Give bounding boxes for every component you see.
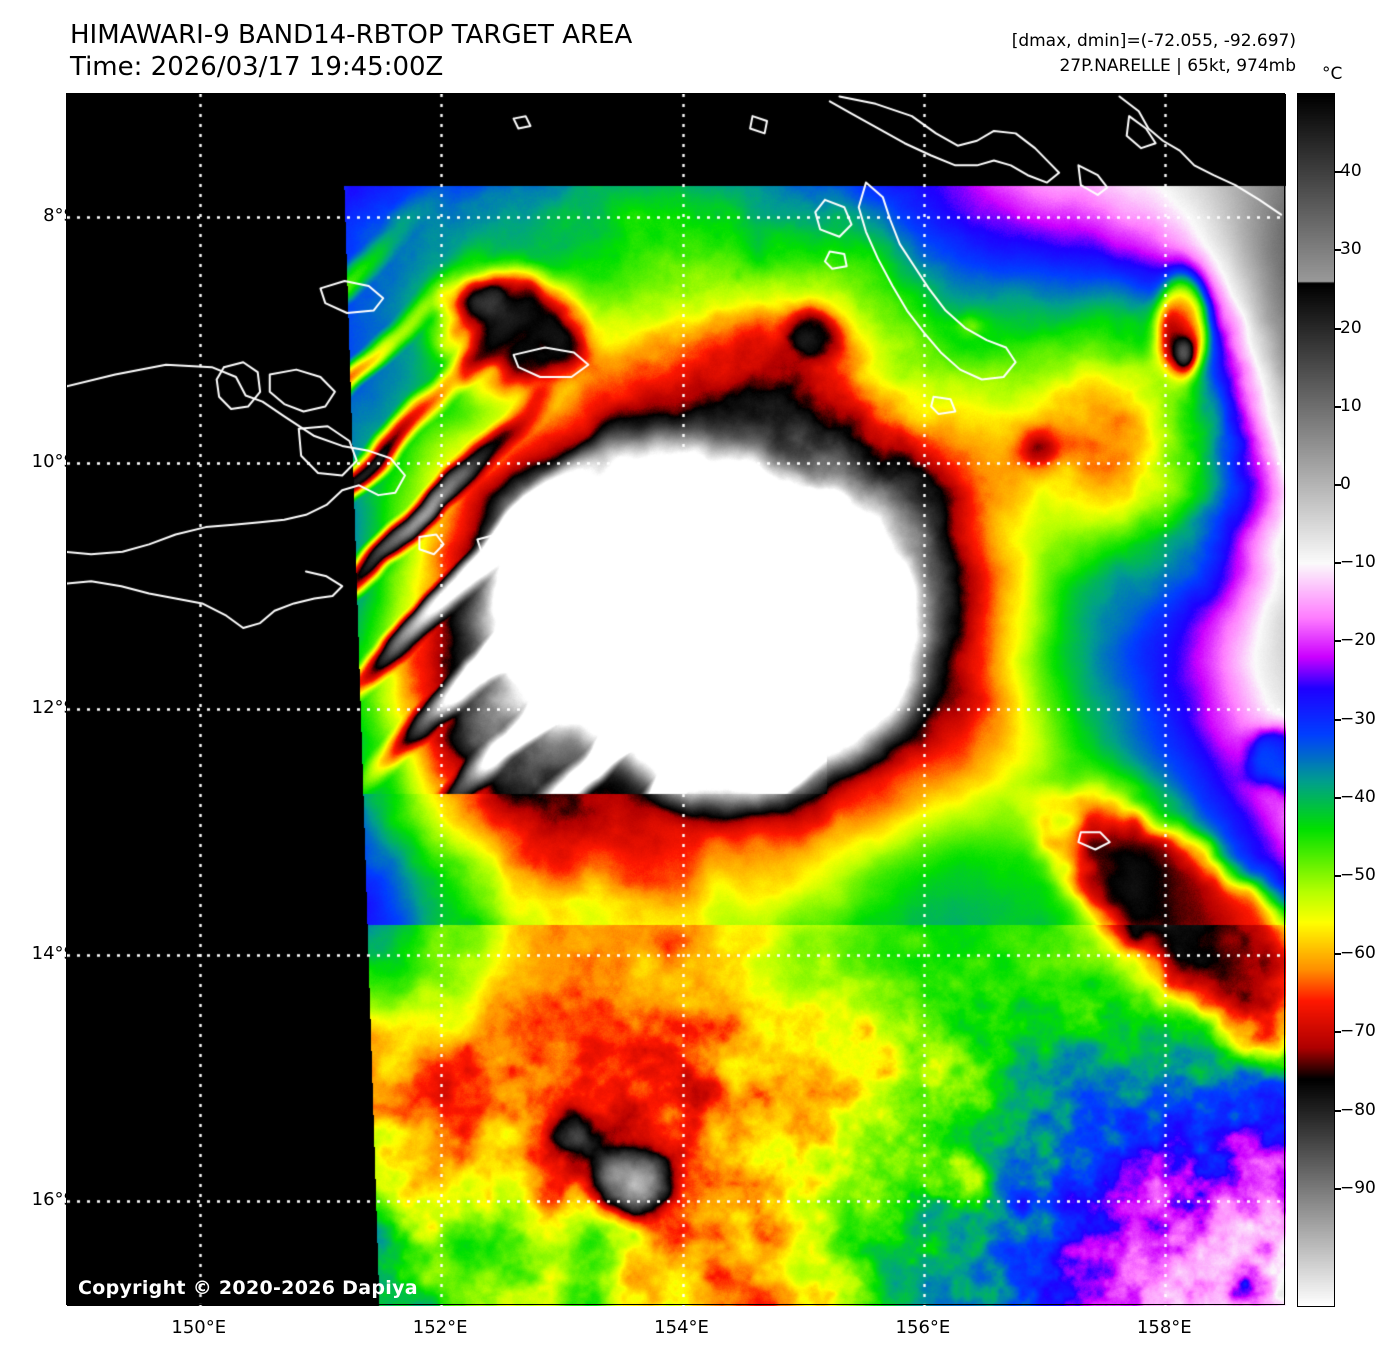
lat-tick-14°S: 14°S [31,943,75,965]
map-plot-area [66,93,1286,1306]
colorbar-tick--80: −80 [1340,1099,1376,1120]
colorbar-tickmark [1334,875,1341,877]
colorbar-tick-20: 20 [1340,317,1362,338]
colorbar-tickmark [1334,1031,1341,1033]
lon-tick-150°E: 150°E [171,1317,227,1338]
colorbar-tick--20: −20 [1340,630,1376,651]
colorbar-tickmark [1334,1188,1341,1190]
colorbar-tickmark [1334,249,1341,251]
colorbar-tickmark [1334,562,1341,564]
colorbar-tick--50: −50 [1340,864,1376,885]
lon-tick-158°E: 158°E [1136,1317,1192,1338]
colorbar-tick-10: 10 [1340,395,1362,416]
colorbar-tick-40: 40 [1340,161,1362,182]
data-range-label: [dmax, dmin]=(-72.055, -92.697) [1011,31,1296,51]
colorbar-tickmark [1334,484,1341,486]
lat-tick-10°S: 10°S [31,451,75,473]
lon-tick-154°E: 154°E [654,1317,709,1338]
colorbar-tick--60: −60 [1340,943,1376,964]
storm-info-label: 27P.NARELLE | 65kt, 974mb [1059,56,1296,76]
colorbar-unit-label: °C [1322,64,1343,84]
colorbar-tick--70: −70 [1340,1021,1376,1042]
colorbar-tick--90: −90 [1340,1177,1376,1198]
lat-tick-16°S: 16°S [31,1189,75,1211]
lat-tick-12°S: 12°S [31,697,75,719]
colorbar-tick--40: −40 [1340,786,1376,807]
lon-tick-152°E: 152°E [412,1317,468,1338]
copyright-label: Copyright © 2020-2026 Dapiya [78,1277,418,1299]
colorbar-tickmark [1334,953,1341,955]
colorbar-tick-30: 30 [1340,239,1362,260]
colorbar-tickmark [1334,1110,1341,1112]
colorbar-tick-0: 0 [1340,473,1351,494]
colorbar-tickmark [1334,640,1341,642]
colorbar-tickmark [1334,719,1341,721]
colorbar-tickmark [1334,797,1341,799]
temperature-colorbar [1297,93,1335,1307]
lat-tick-8°S: 8°S [43,205,75,227]
timestamp-label: Time: 2026/03/17 19:45:00Z [70,52,444,82]
colorbar-tickmark [1334,406,1341,408]
colorbar-tickmark [1334,328,1341,330]
infrared-satellite-imagery [67,94,1286,1306]
colorbar-tick--30: −30 [1340,708,1376,729]
page-title: HIMAWARI-9 BAND14-RBTOP TARGET AREA [70,20,633,50]
lon-tick-156°E: 156°E [895,1317,951,1338]
colorbar-tickmark [1334,171,1341,173]
colorbar-tick--10: −10 [1340,552,1376,573]
